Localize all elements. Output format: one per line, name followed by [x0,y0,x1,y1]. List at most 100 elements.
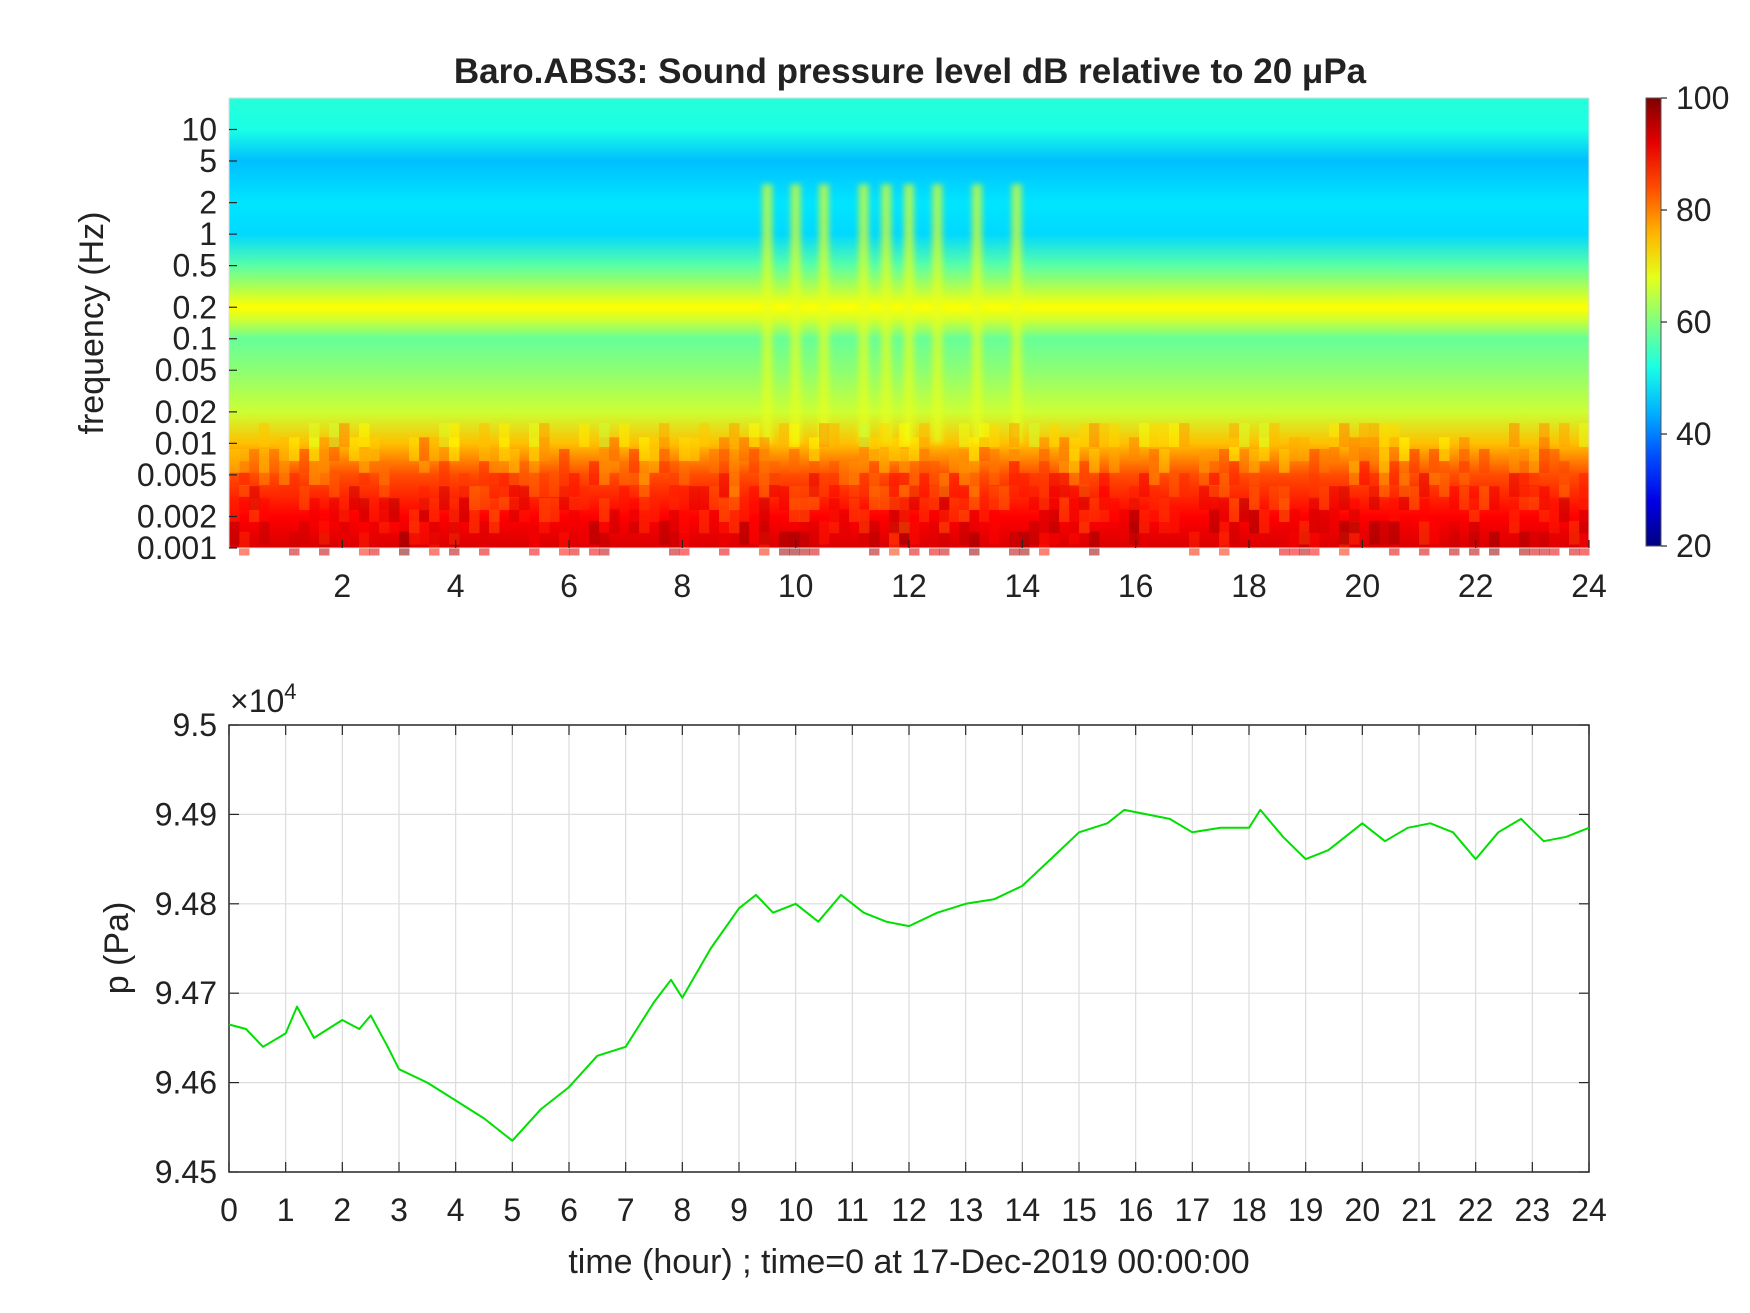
spectrogram-cell [1269,486,1280,510]
spectrogram-cell [1229,520,1240,545]
spectrogram-cell [499,473,510,497]
spectrogram-cell [689,486,700,510]
spectrogram-cell [859,437,870,462]
spectrogram-cell [989,423,1000,447]
spectrogram-cell [1459,437,1470,462]
spectrogram-cell [1259,437,1270,462]
spectrogram-cell [809,520,820,545]
spectrogram-cell [399,531,410,556]
line-x-tick-label: 6 [560,1192,578,1228]
spectrogram-cell [489,449,500,473]
line-x-tick-label: 20 [1345,1192,1381,1228]
line-x-tick-label: 4 [447,1192,465,1228]
spectrogram-cell [539,498,550,522]
spectrogram-cell [1289,509,1300,534]
spectrogram-cell [779,423,790,447]
spectrogram-burst [972,184,982,444]
spectrogram-cell [1209,461,1220,485]
spectrogram-cell [609,509,620,534]
spectrogram-cell [1049,473,1060,497]
spectrogram-cell [359,531,370,556]
spectrogram-cell [1279,498,1290,522]
line-x-tick-label: 7 [617,1192,635,1228]
spectrogram-cell [1239,423,1250,447]
spectrogram-cell [569,486,580,510]
spectrogram-cell [569,498,580,522]
spectrogram-cell [539,423,550,447]
spectrogram-cell [1219,449,1230,473]
spectrogram-cell [1329,423,1340,447]
spectrogram-cell [1409,486,1420,510]
spectrogram-cell [659,437,670,462]
spectrogram-cell [669,509,680,534]
spectrogram-cell [299,449,310,473]
spectrogram-cell [669,461,680,485]
spectrogram-cell [679,509,690,534]
spectrogram-y-tick-label: 0.005 [137,457,217,493]
spectrogram-cell [1309,531,1320,556]
spectrogram-cell [949,498,960,522]
spectrogram-cell [1489,531,1500,556]
spectrogram-cell [239,449,250,473]
spectrogram-cell [419,486,430,510]
spectrogram-cell [839,461,850,485]
spectrogram-cell [729,509,740,534]
spectrogram-cell [1299,520,1310,545]
spectrogram-cell [1049,486,1060,510]
spectrogram-cell [1139,509,1150,534]
spectrogram-cell [429,520,440,545]
spectrogram-cell [729,473,740,497]
spectrogram-cell [799,498,810,522]
spectrogram-cell [879,423,890,447]
spectrogram-cell [1409,449,1420,473]
spectrogram-cell [1229,437,1240,462]
spectrogram-cell [779,531,790,556]
spectrogram-cell [1139,423,1150,447]
spectrogram-cell [479,437,490,462]
spectrogram-cell [819,473,830,497]
spectrogram-cell [639,486,650,510]
spectrogram-y-tick-label: 1 [199,216,217,252]
spectrogram-cell [1059,461,1070,485]
spectrogram-cell [889,498,900,522]
spectrogram-cell [279,461,290,485]
line-y-tick-label: 9.45 [155,1154,217,1190]
spectrogram-cell [1419,498,1430,522]
spectrogram-cell [1579,486,1590,510]
spectrogram-cell [1479,486,1490,510]
spectrogram-cell [859,509,870,534]
spectrogram-cell [1389,437,1400,462]
spectrogram-cell [1149,498,1160,522]
spectrogram-cell [509,486,520,510]
spectrogram-title: Baro.ABS3: Sound pressure level dB relat… [454,52,1367,91]
spectrogram-cell [1239,498,1250,522]
spectrogram-cell [909,520,920,545]
spectrogram-cell [989,449,1000,473]
spectrogram-cell [259,461,270,485]
spectrogram-cell [289,531,300,556]
spectrogram-cell [439,423,450,447]
spectrogram-cell [639,461,650,485]
spectrogram-cell [649,437,660,462]
spectrogram-cell [429,498,440,522]
spectrogram-cell [1369,437,1380,462]
spectrogram-cell [989,461,1000,485]
spectrogram-cell [759,498,770,522]
spectrogram-cell [1249,449,1260,473]
line-x-tick-label: 18 [1231,1192,1267,1228]
spectrogram-cell [769,461,780,485]
spectrogram-cell [1229,498,1240,522]
spectrogram-cell [789,423,800,447]
spectrogram-y-tick-label: 0.5 [173,248,217,284]
spectrogram-cell [1009,531,1020,556]
spectrogram-cell [439,437,450,462]
spectrogram-cell [1319,509,1330,534]
spectrogram-cell [1279,486,1290,510]
spectrogram-cell [1269,423,1280,447]
spectrogram-cell [1389,498,1400,522]
spectrogram-cell [939,473,950,497]
spectrogram-cell [629,461,640,485]
spectrogram-cell [599,461,610,485]
spectrogram-cell [889,437,900,462]
spectrogram-cell [939,498,950,522]
